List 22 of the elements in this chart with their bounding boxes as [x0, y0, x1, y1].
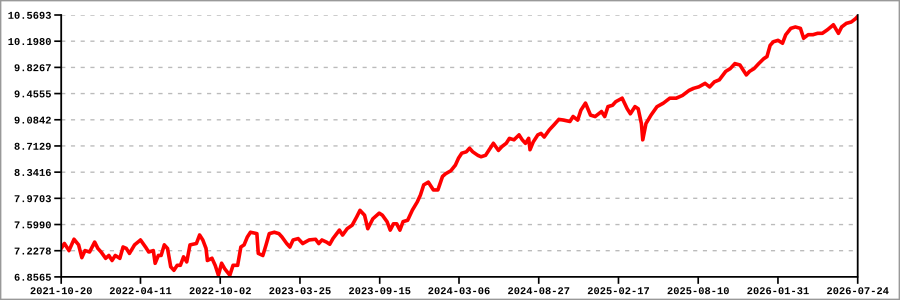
y-tick-label: 7.2278 — [14, 248, 51, 255]
x-tick-label: 2026-01-31 — [747, 287, 809, 294]
x-tick-label: 2025-08-10 — [668, 287, 729, 294]
y-tick-label: 9.8267 — [14, 64, 51, 72]
x-tick-label: 2022-04-11 — [110, 287, 172, 294]
y-tick-label: 10.1980 — [8, 38, 51, 46]
x-tick-label: 2023-03-25 — [269, 287, 331, 294]
x-tick-label: 2021-10-20 — [30, 287, 92, 294]
y-tick-label: 7.9703 — [14, 195, 51, 202]
y-tick-label: 7.5990 — [14, 221, 51, 228]
x-tick-label: 2023-09-15 — [349, 287, 410, 294]
x-tick-label: 2022-10-02 — [190, 287, 251, 294]
y-tick-label: 10.5693 — [8, 12, 51, 19]
x-tick-label: 2024-08-27 — [508, 287, 570, 294]
x-tick-label: 2025-02-17 — [588, 287, 650, 294]
y-tick-label: 9.0842 — [14, 116, 51, 124]
y-tick-label: 9.4555 — [14, 90, 51, 98]
y-tick-label: 8.3416 — [14, 168, 51, 176]
y-tick-label: 6.8565 — [14, 274, 51, 281]
x-tick-label: 2024-03-06 — [428, 287, 490, 294]
y-tick-label: 8.7129 — [14, 142, 51, 150]
x-tick-label: 2026-07-24 — [827, 287, 889, 294]
